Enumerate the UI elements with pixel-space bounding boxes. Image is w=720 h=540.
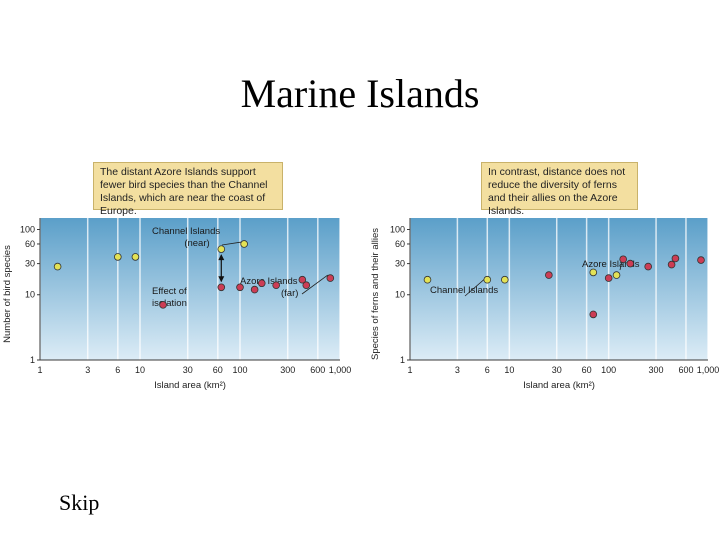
annotation-leader-near [221, 241, 243, 246]
annotation-azore-islands: Azore Islands [582, 259, 640, 270]
channel-islands-point [483, 275, 492, 284]
y-axis-label: Number of bird species [2, 245, 13, 343]
channel-islands-point [217, 245, 226, 253]
x-tick-label: 60 [213, 365, 223, 375]
azore-islands-point [644, 262, 652, 271]
annotation-azore-far: Azore Islands [240, 276, 298, 287]
annotation-channel-near: Channel Islands [152, 226, 220, 237]
annotation-isolation-2: isolation [152, 298, 187, 309]
annotation-azore-far-suffix: (far) [281, 288, 298, 299]
x-tick-label: 3 [85, 365, 90, 375]
callout-ferns: In contrast, distance does not reduce th… [481, 162, 638, 217]
azore-islands-point [671, 254, 680, 263]
plot-background [40, 218, 340, 360]
annotation-isolation: Effect of [152, 286, 187, 297]
x-tick-label: 10 [135, 365, 145, 375]
isolation-arrow-head-up [218, 254, 225, 261]
y-tick-label: 100 [390, 224, 405, 234]
azore-islands-point [250, 285, 259, 294]
x-tick-label: 1,000 [329, 365, 352, 375]
azore-islands-point [604, 274, 613, 282]
x-tick-label: 600 [310, 365, 325, 375]
callout-bird-species: The distant Azore Islands support fewer … [93, 162, 283, 217]
channel-islands-point [423, 275, 432, 284]
y-tick-label: 60 [25, 239, 35, 249]
y-tick-label: 1 [400, 355, 405, 365]
channel-islands-point [589, 268, 598, 277]
y-tick-label: 30 [25, 259, 35, 269]
channel-islands-point [612, 271, 621, 279]
y-tick-label: 60 [395, 239, 405, 249]
y-axis-label: Species of ferns and their allies [370, 228, 381, 360]
channel-islands-point [114, 253, 122, 261]
y-tick-label: 10 [395, 290, 405, 300]
azore-islands-point [619, 255, 627, 264]
x-tick-label: 100 [601, 365, 616, 375]
azore-islands-point [236, 283, 244, 292]
azore-islands-point [697, 256, 705, 264]
azore-islands-point [159, 301, 167, 309]
annotation-channel-islands: Channel Islands [430, 285, 498, 296]
bird-species-chart: 1 3 6 10 30 60 100 300 600 1,000 1 10 30 60 100 Island … [2, 218, 352, 391]
fern-species-chart: 1 3 6 10 30 60 100 300 600 1,000 1 10 30 60 100 Island … [370, 218, 720, 391]
azore-islands-point [326, 274, 335, 282]
azore-islands-point [626, 259, 635, 268]
y-tick-label: 1 [30, 355, 35, 365]
x-tick-label: 3 [455, 365, 460, 375]
y-tick-label: 100 [20, 224, 35, 234]
y-tick-label: 30 [395, 259, 405, 269]
annotation-leader-far [301, 274, 328, 295]
x-tick-label: 60 [582, 365, 592, 375]
azore-islands-point [257, 279, 266, 288]
azore-islands-point [302, 281, 311, 290]
y-tick-label: 10 [25, 290, 35, 300]
isolation-arrow-head-down [218, 276, 225, 283]
plot-background [410, 218, 708, 360]
x-tick-label: 1 [37, 365, 42, 375]
slide-title: Marine Islands [240, 71, 480, 116]
azore-islands-point [545, 271, 553, 279]
x-tick-label: 300 [280, 365, 295, 375]
azore-islands-point [217, 283, 226, 292]
x-axis-label: Island area (km²) [154, 380, 226, 391]
x-axis-label: Island area (km²) [523, 380, 595, 391]
azore-islands-point [298, 275, 307, 284]
azore-islands-point [589, 310, 598, 319]
channel-islands-point [240, 240, 248, 248]
x-tick-label: 30 [183, 365, 193, 375]
x-tick-label: 1,000 [697, 365, 720, 375]
channel-islands-point [500, 275, 509, 284]
annotation-channel-near-suffix: (near) [184, 238, 209, 249]
x-tick-label: 100 [232, 365, 247, 375]
azore-islands-point [272, 281, 280, 290]
x-tick-label: 6 [485, 365, 490, 375]
x-tick-label: 6 [115, 365, 120, 375]
x-tick-label: 600 [678, 365, 693, 375]
channel-islands-point [131, 253, 140, 261]
channel-islands-point [53, 262, 62, 271]
x-tick-label: 10 [504, 365, 514, 375]
azore-islands-point [667, 260, 676, 269]
x-tick-label: 1 [407, 365, 412, 375]
x-tick-label: 300 [649, 365, 664, 375]
skip-link[interactable]: Skip [59, 490, 100, 515]
x-tick-label: 30 [552, 365, 562, 375]
